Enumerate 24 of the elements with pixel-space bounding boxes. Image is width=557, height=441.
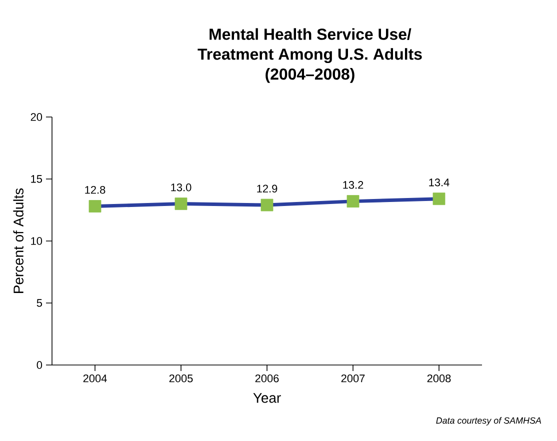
x-tick-label: 2004 [83, 374, 107, 382]
text: Data courtesy of SAMHSA [436, 417, 541, 426]
x-tick-label: 2006 [255, 374, 279, 382]
point [88, 200, 102, 212]
y-tick-label: 10 [31, 237, 42, 245]
y-tick-label: 20 [30, 113, 42, 121]
x-tick-label: 2008 [427, 374, 451, 382]
y-tick-label: 5 [36, 299, 42, 307]
point [432, 192, 446, 206]
x-tick-label: 2005 [169, 374, 193, 382]
y-tick-label: 0 [36, 361, 42, 369]
data-label: 12.9 [257, 184, 278, 193]
y-axis-title: Percent of Adults [13, 188, 24, 293]
data-label: 13.4 [429, 178, 450, 186]
point [174, 198, 188, 210]
x-tick-label: 2007 [341, 374, 365, 382]
chart-title: Mental Health Service Use/ Treatment Among U.S. Adults (2004–2008) [198, 28, 422, 83]
data-label: 13.2 [343, 181, 364, 189]
data-label: 13.0 [171, 184, 192, 192]
data-label: 12.8 [85, 186, 106, 194]
point [260, 198, 274, 212]
x-axis-title: Year [253, 393, 281, 403]
y-tick-label: 15 [31, 175, 42, 183]
point [346, 195, 360, 208]
